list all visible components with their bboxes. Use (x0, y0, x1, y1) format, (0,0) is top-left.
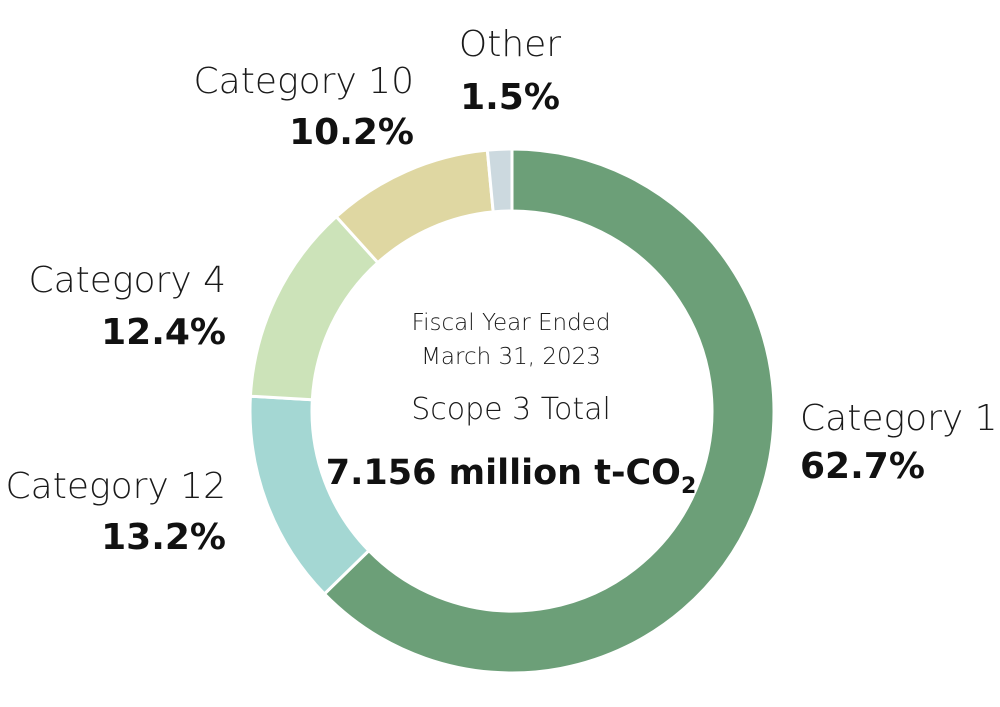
donut-slices (248, 147, 776, 675)
center-total-subscript: 2 (681, 474, 696, 499)
slice-other (485, 147, 514, 214)
slice-percent-category-4: 12.4% (101, 312, 226, 353)
center-total-value: 7.156 million t-CO2 (326, 453, 697, 499)
center-date-line: March 31, 2023 (421, 344, 601, 370)
slice-label-category-10: Category 10 (194, 61, 414, 102)
slice-percent-category-1: 62.7% (800, 446, 925, 487)
slice-label-category-4: Category 4 (28, 260, 226, 301)
slice-percent-other: 1.5% (460, 77, 560, 118)
slice-label-category-12: Category 12 (6, 466, 226, 507)
slice-label-category-1: Category 1 (800, 398, 998, 439)
center-total-main: 7.156 million t-CO (326, 453, 681, 493)
slice-label-other: Other (459, 24, 561, 65)
slice-category-12 (248, 394, 371, 596)
slice-category-1 (322, 147, 776, 675)
slice-category-4 (248, 215, 380, 402)
slice-percent-category-10: 10.2% (289, 112, 414, 153)
center-scope-label: Scope 3 Total (411, 392, 611, 427)
slice-percent-category-12: 13.2% (101, 517, 226, 558)
center-fiscal-year-line: Fiscal Year Ended (412, 310, 611, 336)
